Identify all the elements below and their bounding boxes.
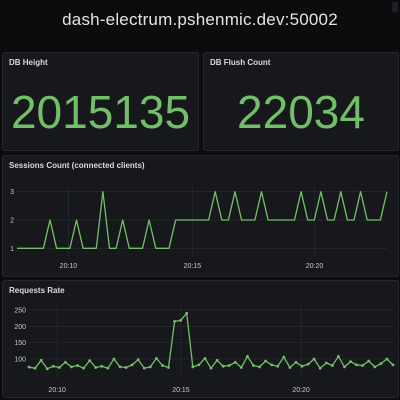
y-tick-label: 200 — [14, 324, 26, 331]
db-height-title: DB Height — [9, 58, 48, 67]
y-tick-label: 1 — [10, 246, 14, 253]
data-point — [330, 364, 334, 367]
data-point — [252, 364, 255, 367]
sessions-panel: Sessions Count (connected clients) 1 2 3 20… — [2, 155, 399, 277]
data-point — [337, 354, 340, 358]
db-flush-title: DB Flush Count — [210, 58, 271, 67]
data-point — [64, 360, 67, 364]
data-point — [209, 366, 213, 370]
data-point — [343, 365, 346, 369]
data-point — [324, 361, 328, 365]
requests-title: Requests Rate — [9, 286, 65, 295]
data-point — [318, 366, 322, 370]
x-tick-label: 20:10 — [60, 263, 78, 270]
x-tick-label: 20:15 — [184, 263, 202, 270]
data-point — [379, 362, 383, 365]
y-tick-label: 100 — [14, 357, 26, 364]
panel-menu-icon[interactable] — [392, 2, 398, 12]
data-point — [215, 358, 219, 362]
data-point — [45, 367, 49, 371]
data-point — [161, 364, 164, 367]
data-point — [258, 365, 261, 369]
data-point — [391, 363, 395, 367]
db-flush-value: 22034 — [237, 86, 365, 138]
data-point — [148, 365, 152, 369]
series-line — [28, 312, 394, 370]
db-height-panel: DB Height 2015135 — [2, 52, 199, 151]
data-point — [88, 359, 92, 363]
data-point — [276, 364, 280, 368]
data-point — [33, 366, 37, 370]
db-height-value: 2015135 — [10, 86, 191, 138]
data-point — [179, 318, 183, 322]
data-point — [124, 366, 128, 369]
data-point — [100, 364, 104, 368]
data-point — [51, 364, 55, 368]
data-point — [94, 366, 98, 369]
data-point — [70, 365, 73, 369]
data-point — [27, 365, 31, 369]
dashboard-title: dash-electrum.pshenmic.dev:50002 — [62, 10, 338, 29]
requests-chart: 100 150 200 250 20:10 20:15 20:20 — [14, 305, 395, 394]
data-point — [312, 357, 316, 361]
series-line — [17, 191, 388, 249]
db-flush-panel: DB Flush Count 22034 — [203, 52, 399, 151]
data-point — [361, 364, 365, 367]
data-point — [197, 363, 201, 367]
y-tick-label: 150 — [14, 340, 26, 347]
data-point — [203, 356, 207, 360]
data-point — [246, 354, 249, 358]
y-tick-label: 250 — [14, 307, 26, 314]
data-point — [221, 364, 225, 368]
data-point — [155, 356, 158, 360]
x-tick-label: 20:10 — [48, 387, 66, 394]
data-point — [39, 358, 43, 362]
data-point — [136, 358, 140, 362]
data-point — [385, 357, 389, 361]
data-point — [191, 365, 195, 369]
sessions-title: Sessions Count (connected clients) — [9, 161, 145, 170]
data-point — [355, 363, 358, 367]
data-point — [142, 366, 146, 370]
data-point — [173, 319, 177, 323]
y-tick-label: 3 — [10, 189, 14, 196]
data-point — [167, 366, 170, 369]
data-point — [233, 360, 237, 364]
data-point — [118, 365, 122, 369]
data-point — [57, 366, 61, 369]
requests-panel: Requests Rate 100 150 200 250 20:10 20:15 20:2… — [2, 280, 399, 398]
y-tick-label: 2 — [10, 218, 14, 225]
x-tick-label: 20:15 — [172, 387, 190, 394]
data-point — [264, 359, 267, 363]
data-point — [82, 366, 85, 370]
data-point — [270, 363, 274, 367]
data-point — [76, 364, 79, 367]
data-point — [185, 311, 189, 315]
data-point — [306, 362, 310, 366]
sessions-chart: 1 2 3 20:10 20:15 20:20 — [10, 186, 388, 270]
data-point — [288, 366, 292, 369]
data-point — [282, 355, 286, 359]
data-point — [112, 357, 116, 361]
data-point — [227, 364, 231, 367]
x-tick-label: 20:20 — [306, 263, 324, 270]
data-point — [294, 360, 298, 364]
data-point — [349, 360, 352, 364]
data-point — [239, 366, 243, 369]
data-point — [106, 366, 110, 370]
data-point — [130, 363, 134, 367]
data-point — [373, 365, 377, 369]
data-point — [300, 364, 304, 368]
x-tick-label: 20:20 — [292, 387, 310, 394]
data-point — [367, 359, 371, 363]
